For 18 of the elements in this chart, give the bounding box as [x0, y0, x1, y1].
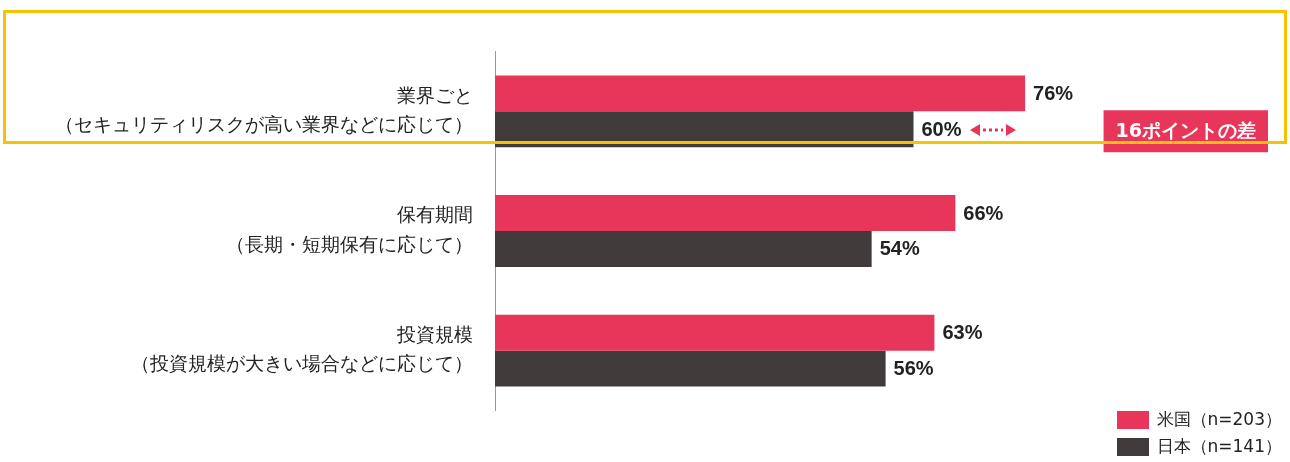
data-label: 56% [893, 357, 934, 380]
data-label: 76% [1033, 81, 1074, 104]
legend-label: 米国（n=203） [1156, 408, 1282, 431]
bar [495, 231, 872, 267]
data-label: 66% [963, 201, 1004, 224]
bar [495, 195, 956, 231]
bar [495, 111, 914, 148]
y-tick-label: 保有期間（長期・短期保有に応じて） [226, 203, 473, 255]
bar [495, 314, 935, 351]
bar [495, 75, 1026, 112]
data-label: 63% [942, 321, 983, 344]
bar [495, 350, 886, 387]
y-tick-label: 業界ごと（セキュリティリスクが高い業界などに応じて） [55, 83, 473, 135]
text: 16ポイントの差 [1115, 119, 1257, 142]
y-tick-label: 投資規模（投資規模が大きい場合などに応じて） [131, 322, 473, 375]
data-label: 60% [921, 117, 962, 140]
legend-label: 日本（n=141） [1156, 435, 1282, 458]
data-label: 54% [879, 237, 920, 260]
